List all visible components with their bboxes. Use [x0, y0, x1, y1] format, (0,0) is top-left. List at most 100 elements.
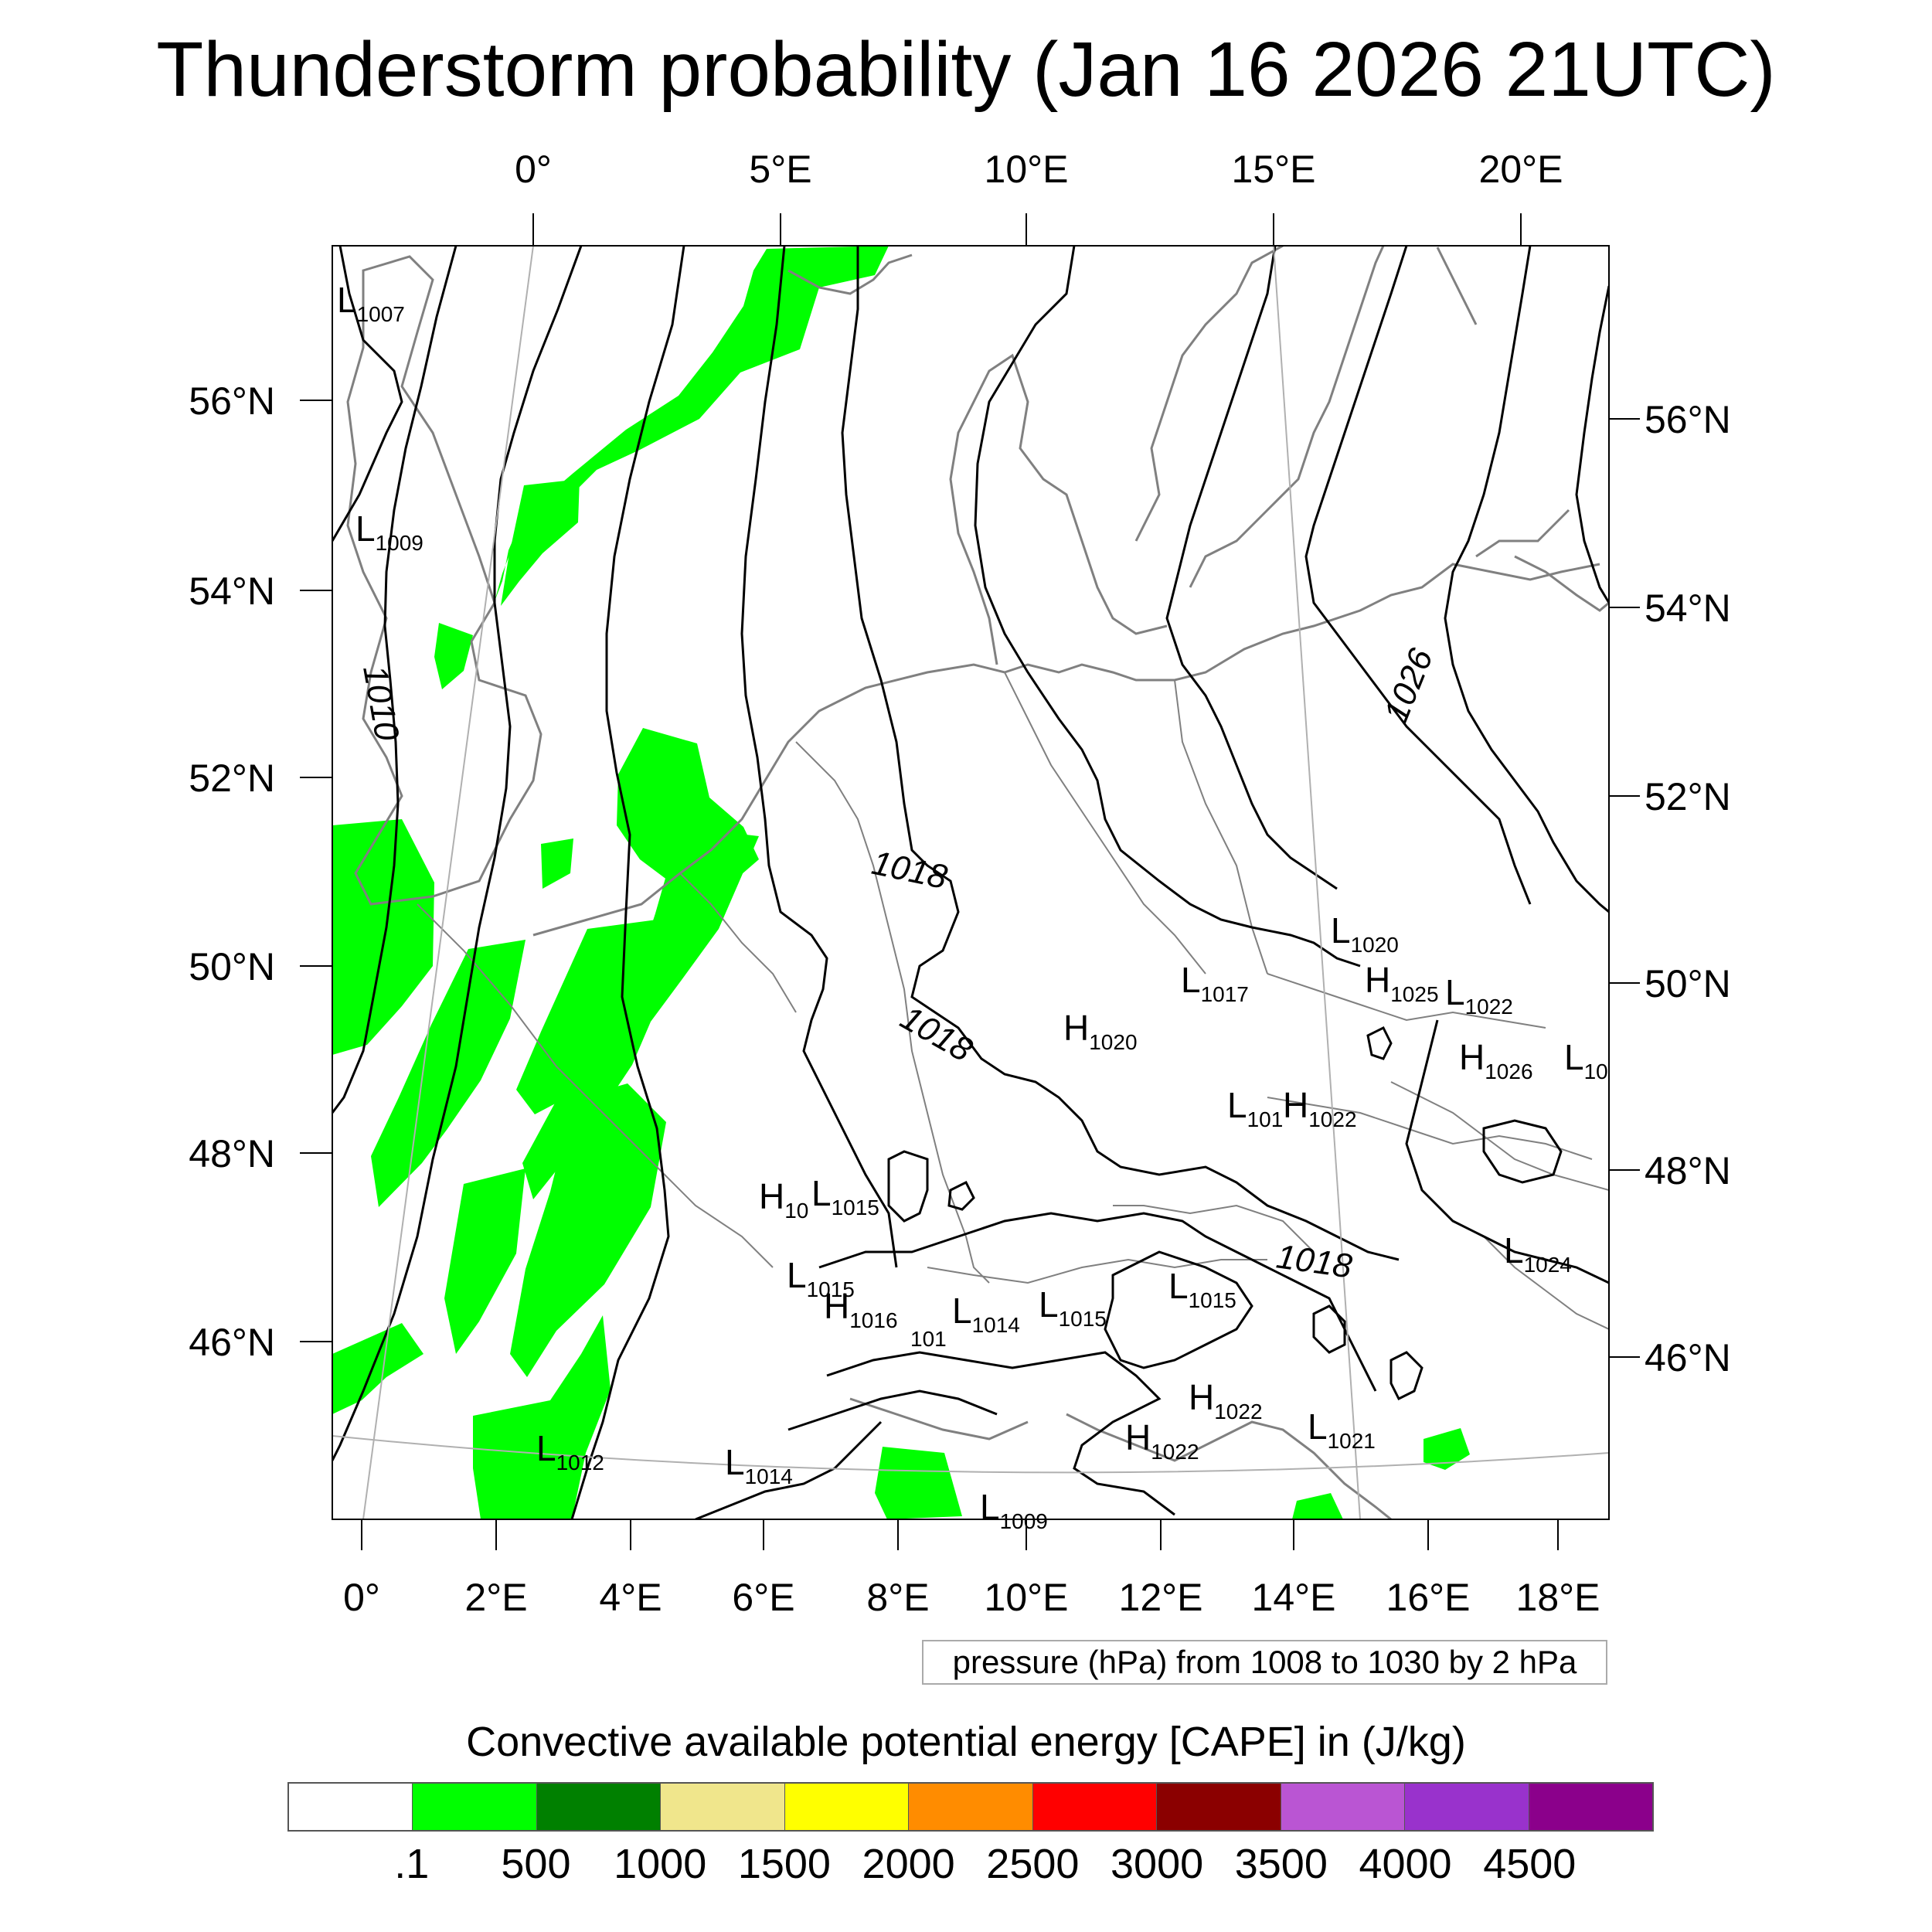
- cape-area-france-4: [510, 1083, 666, 1377]
- coastline-italy-west: [849, 1397, 1029, 1440]
- colorbar-box: [1281, 1784, 1406, 1830]
- top-lon-label: 20°E: [1479, 148, 1563, 191]
- pressure-system-marker: L1015: [1039, 1284, 1107, 1331]
- colorbar-labels: .1 500 1000 1500 2000 2500 3000 3500 400…: [287, 1839, 1654, 1893]
- left-lat-label: 56°N: [189, 379, 275, 423]
- top-longitude-labels: 0° 5°E 10°E 15°E 20°E: [515, 148, 1563, 191]
- isobar-south-4: [695, 1420, 883, 1519]
- pressure-system-marker: L1007: [337, 280, 405, 326]
- pressure-system-marker: H1026: [1459, 1037, 1533, 1083]
- isobar-alps: [1104, 1250, 1253, 1369]
- pressure-system-marker: L1015: [1168, 1266, 1236, 1312]
- coastline-britain: [346, 255, 543, 906]
- left-latitude-labels: 56°N 54°N 52°N 50°N 48°N 46°N: [189, 379, 275, 1364]
- bottom-longitude-labels: 0° 2°E 4°E 6°E 8°E 10°E 12°E 14°E 16°E 1…: [343, 1576, 1600, 1619]
- top-lon-label: 0°: [515, 148, 552, 191]
- right-lat-label: 52°N: [1645, 775, 1731, 818]
- isobar-label: 1018: [1274, 1237, 1355, 1285]
- colorbar-box: [784, 1784, 910, 1830]
- isobar-1028: [1575, 285, 1609, 604]
- colorbar-box: [661, 1784, 785, 1830]
- colorbar-label: 3000: [1111, 1841, 1204, 1887]
- pressure-system-marker: L1017: [1181, 960, 1249, 1006]
- bottom-lon-label: 16°E: [1386, 1576, 1471, 1619]
- pressure-system-marker: H1022: [1125, 1417, 1199, 1464]
- pressure-system-marker: H1020: [1063, 1008, 1138, 1054]
- colorbar-label: 2500: [986, 1841, 1080, 1887]
- isobar-small-5: [1366, 1026, 1393, 1060]
- right-lat-label: 48°N: [1645, 1149, 1731, 1192]
- left-lat-label: 50°N: [189, 945, 275, 988]
- cape-area-france-2: [516, 920, 657, 1114]
- colorbar-label: 3500: [1234, 1841, 1328, 1887]
- pressure-system-marker: L1012: [536, 1428, 604, 1475]
- colorbar-box: [1157, 1784, 1281, 1830]
- right-lat-label: 56°N: [1645, 398, 1731, 441]
- pressure-system-marker: L1020: [1331, 910, 1399, 957]
- colorbar: [287, 1782, 1654, 1832]
- coastline-continent: [532, 563, 1600, 937]
- cape-area-north-sea: [495, 246, 889, 601]
- cape-area-france-1: [371, 940, 526, 1207]
- colorbar-label: 1000: [614, 1841, 707, 1887]
- colorbar-box: [1405, 1784, 1529, 1830]
- right-lat-label: 46°N: [1645, 1336, 1731, 1379]
- pressure-system-marker: L1014: [952, 1291, 1020, 1337]
- cape-area-english-channel: [541, 838, 573, 889]
- coastline-denmark: [949, 353, 1168, 665]
- pressure-system-marker: H10: [759, 1176, 808, 1223]
- isobars: [332, 246, 1609, 1519]
- isobar-small-1: [887, 1150, 929, 1223]
- isobar-small-3: [1312, 1304, 1346, 1354]
- cape-area-adriatic: [1292, 1493, 1343, 1519]
- pressure-system-marker: 101: [910, 1327, 947, 1351]
- colorbar-label: 4500: [1483, 1841, 1577, 1887]
- colorbar-label: .1: [394, 1841, 430, 1887]
- cape-area-alps: [875, 1447, 962, 1519]
- colorbar-box: [909, 1784, 1033, 1830]
- left-lat-label: 52°N: [189, 757, 275, 800]
- isobar-south-2: [826, 1351, 1175, 1516]
- cape-area-france-5: [444, 1168, 526, 1354]
- isobar-1022: [1165, 246, 1338, 890]
- isobar-1024: [1304, 246, 1532, 905]
- coastline-sweden: [1134, 246, 1385, 588]
- isobar-1010: [332, 246, 457, 1114]
- isobar-small-2: [947, 1180, 975, 1211]
- bottom-lon-label: 6°E: [732, 1576, 794, 1619]
- page-title: Thunderstorm probability (Jan 16 2026 21…: [156, 26, 1776, 113]
- cape-area-dogger: [501, 479, 580, 606]
- coastline-adriatic: [1066, 1413, 1392, 1519]
- isobar-1026: [1444, 246, 1609, 913]
- isobar-1018: [841, 246, 1400, 1261]
- right-lat-label: 54°N: [1645, 587, 1731, 630]
- isobar-label: 1018: [869, 844, 951, 896]
- colorbar-box: [536, 1784, 662, 1830]
- country-borders: [417, 672, 1609, 1330]
- pressure-system-marker: H1016: [824, 1286, 898, 1332]
- pressure-system-marker: L1009: [980, 1487, 1048, 1533]
- coastline-baltic: [1436, 247, 1609, 612]
- bottom-lon-label: 10°E: [985, 1576, 1069, 1619]
- coastlines: [346, 246, 1609, 1519]
- pressure-system-marker: L1021: [1308, 1406, 1376, 1453]
- pressure-system-marker: H1022: [1189, 1377, 1263, 1423]
- isobar-label: 1018: [894, 998, 979, 1070]
- left-lat-label: 48°N: [189, 1132, 275, 1175]
- pressure-system-marker: L101: [1227, 1085, 1283, 1131]
- legend-title: Convective available potential energy [C…: [466, 1719, 1466, 1765]
- isobar-south-3: [787, 1389, 998, 1431]
- bottom-lon-label: 14°E: [1252, 1576, 1336, 1619]
- pressure-system-markers: L1007 L1009 L1020 L1017 H1025 L1022 H102…: [337, 280, 1608, 1533]
- coastline-norway: [787, 253, 913, 295]
- right-latitude-labels: 56°N 54°N 52°N 50°N 48°N 46°N: [1645, 398, 1731, 1379]
- left-lat-label: 54°N: [189, 570, 275, 613]
- pressure-system-marker: L10: [1564, 1037, 1608, 1083]
- colorbar-label: 2000: [862, 1841, 955, 1887]
- isobar-east-1: [1405, 1019, 1609, 1284]
- bottom-lon-label: 12°E: [1119, 1576, 1203, 1619]
- cape-area-balkans: [1423, 1428, 1470, 1470]
- top-lon-label: 10°E: [985, 148, 1069, 191]
- bottom-lon-label: 0°: [343, 1576, 380, 1619]
